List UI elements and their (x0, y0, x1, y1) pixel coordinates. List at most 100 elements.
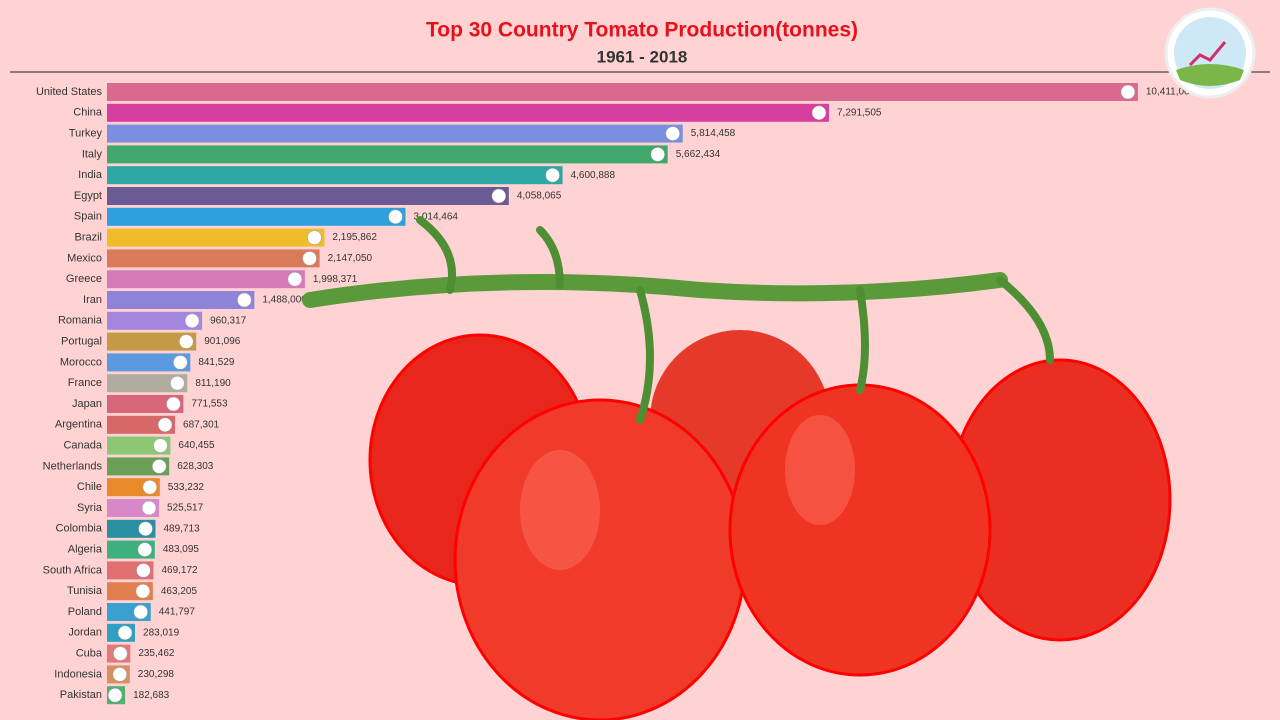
bar (107, 332, 197, 351)
bar (107, 166, 563, 185)
category-label: India (78, 169, 103, 181)
category-label: Syria (77, 502, 103, 514)
category-label: Egypt (74, 190, 102, 202)
flag (307, 230, 322, 245)
flag (184, 313, 200, 329)
category-label: Chile (77, 481, 102, 493)
flag (138, 521, 153, 537)
flag (142, 479, 158, 495)
bar (107, 83, 1138, 101)
value-label: 469,172 (161, 565, 198, 576)
category-label: Indonesia (54, 668, 103, 680)
flag (302, 251, 317, 266)
value-label: 5,814,458 (691, 128, 736, 139)
flag (388, 209, 403, 225)
flag (170, 375, 185, 391)
bar (107, 270, 305, 289)
flag (665, 126, 680, 141)
category-label: Iran (83, 294, 102, 306)
value-label: 182,683 (133, 690, 170, 701)
value-label: 235,462 (138, 648, 175, 659)
flag (237, 292, 252, 308)
flag (157, 417, 173, 433)
bar (107, 187, 509, 205)
bar (107, 395, 184, 413)
flag (117, 625, 133, 641)
category-label: Morocco (60, 356, 102, 368)
category-label: Algeria (68, 544, 103, 556)
flag (650, 147, 665, 162)
bar (107, 228, 325, 247)
category-label: Argentina (55, 419, 103, 431)
value-label: 4,600,888 (571, 170, 616, 181)
value-label: 489,713 (163, 523, 200, 534)
category-label: Mexico (67, 252, 102, 264)
flag (137, 542, 153, 557)
category-label: Canada (63, 440, 102, 452)
category-label: Portugal (61, 336, 102, 348)
value-label: 10,411,000 (1146, 87, 1196, 98)
bar (107, 207, 406, 226)
value-label: 687,301 (183, 419, 220, 430)
bar (107, 374, 188, 393)
value-label: 628,303 (177, 461, 214, 472)
chart-subtitle: 1961 - 2018 (597, 47, 688, 66)
bar (107, 124, 683, 143)
value-label: 5,662,434 (676, 149, 721, 160)
flag (1120, 84, 1136, 100)
value-label: 640,455 (178, 440, 215, 451)
flag (491, 188, 507, 204)
value-label: 841,529 (198, 357, 235, 368)
category-label: Turkey (69, 128, 103, 140)
value-label: 463,205 (161, 586, 198, 597)
category-label: Tunisia (67, 585, 103, 597)
bar (107, 415, 176, 434)
bar (107, 311, 203, 330)
bar (107, 291, 255, 309)
category-label: China (73, 107, 103, 119)
flag (136, 563, 151, 578)
flag (811, 105, 827, 121)
category-label: Cuba (76, 648, 103, 660)
value-label: 483,095 (163, 544, 200, 555)
category-label: Greece (66, 273, 102, 285)
flag (107, 687, 123, 703)
category-label: Brazil (74, 232, 102, 244)
flag (112, 667, 128, 682)
bar (107, 353, 191, 372)
bar (107, 145, 668, 164)
bar (107, 249, 320, 268)
value-label: 525,517 (167, 503, 204, 514)
category-label: Netherlands (43, 460, 103, 472)
flag (166, 396, 181, 412)
value-label: 1,488,000 (262, 295, 307, 306)
flag (133, 604, 148, 620)
flag (178, 334, 194, 349)
category-label: Poland (68, 606, 102, 618)
flag (287, 271, 303, 287)
value-label: 811,190 (195, 378, 231, 389)
value-label: 771,553 (191, 399, 228, 410)
logo (1164, 7, 1256, 99)
category-label: Spain (74, 211, 102, 223)
category-label: Jordan (68, 627, 102, 639)
value-label: 960,317 (210, 315, 247, 326)
value-label: 1,998,371 (313, 274, 358, 285)
flag (141, 500, 157, 516)
category-label: Japan (72, 398, 102, 410)
category-label: Italy (82, 148, 103, 160)
value-label: 901,096 (204, 336, 241, 347)
value-label: 2,147,050 (328, 253, 373, 264)
category-label: Pakistan (60, 689, 102, 701)
category-label: Romania (58, 315, 103, 327)
value-label: 4,058,065 (517, 191, 562, 202)
value-label: 7,291,505 (837, 107, 882, 118)
bar (107, 436, 171, 455)
category-label: South Africa (43, 564, 103, 576)
category-label: France (68, 377, 102, 389)
tomato-image (302, 216, 1172, 720)
flag (545, 167, 560, 183)
flag (135, 583, 151, 599)
